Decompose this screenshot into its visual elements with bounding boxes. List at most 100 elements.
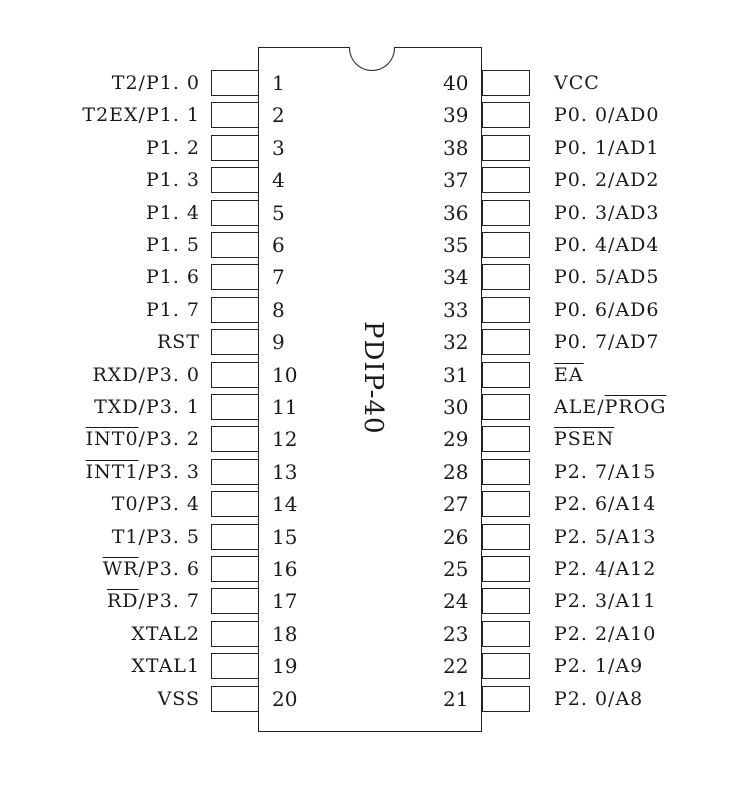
pin-36-lead xyxy=(482,200,530,226)
pin-39-number: 39 xyxy=(443,103,469,127)
pin-13-number: 13 xyxy=(272,460,298,484)
pin-6-label: P1. 5 xyxy=(145,234,200,256)
pin-33-lead xyxy=(482,297,530,323)
pin-38-label: P0. 1/AD1 xyxy=(554,137,660,159)
pin-23-lead xyxy=(482,621,530,647)
pin-14-lead xyxy=(211,491,259,517)
pin-29-number: 29 xyxy=(443,427,469,451)
pin-32-number: 32 xyxy=(443,330,469,354)
pin-6-number: 6 xyxy=(272,233,285,257)
pin-9-lead xyxy=(211,329,259,355)
pin-29-lead xyxy=(482,426,530,452)
pin-35-lead xyxy=(482,232,530,258)
pin-9-label: RST xyxy=(157,331,200,353)
pin-15-number: 15 xyxy=(272,525,298,549)
pin-2-lead xyxy=(211,102,259,128)
pin-9-number: 9 xyxy=(272,330,285,354)
pin-8-lead xyxy=(211,297,259,323)
pin-19-label: XTAL1 xyxy=(131,655,200,677)
pin-10-lead xyxy=(211,362,259,388)
pin-32-lead xyxy=(482,329,530,355)
pin-19-lead xyxy=(211,653,259,679)
pin-27-lead xyxy=(482,491,530,517)
pin-31-number: 31 xyxy=(443,363,469,387)
pin-34-number: 34 xyxy=(443,265,469,289)
pin-23-label: P2. 2/A10 xyxy=(554,623,657,645)
pin-37-number: 37 xyxy=(443,168,469,192)
pin-17-lead xyxy=(211,588,259,614)
pin-37-label: P0. 2/AD2 xyxy=(554,169,660,191)
pin-8-number: 8 xyxy=(272,298,285,322)
pin-18-number: 18 xyxy=(272,622,298,646)
pin-16-lead xyxy=(211,556,259,582)
pin-26-lead xyxy=(482,524,530,550)
pin-25-lead xyxy=(482,556,530,582)
pin-13-lead xyxy=(211,459,259,485)
pin-17-number: 17 xyxy=(272,589,298,613)
pin-21-label: P2. 0/A8 xyxy=(554,688,644,710)
pin-34-lead xyxy=(482,264,530,290)
pin-5-lead xyxy=(211,200,259,226)
pin-12-label: INT0/P3. 2 xyxy=(85,428,200,450)
pin-15-lead xyxy=(211,524,259,550)
pin-28-lead xyxy=(482,459,530,485)
pin-20-number: 20 xyxy=(272,687,298,711)
pin-21-number: 21 xyxy=(443,687,469,711)
pin-7-label: P1. 6 xyxy=(145,266,200,288)
pin-7-lead xyxy=(211,264,259,290)
pin-15-label: T1/P3. 5 xyxy=(111,526,200,548)
pin-40-label: VCC xyxy=(554,72,600,94)
pin-35-number: 35 xyxy=(443,233,469,257)
pin-11-number: 11 xyxy=(272,395,298,419)
pin-36-label: P0. 3/AD3 xyxy=(554,202,660,224)
package-label: PDIP-40 xyxy=(358,321,388,435)
pin-14-label: T0/P3. 4 xyxy=(111,493,200,515)
pin-10-number: 10 xyxy=(272,363,298,387)
pin-25-label: P2. 4/A12 xyxy=(554,558,657,580)
pin-27-label: P2. 6/A14 xyxy=(554,493,657,515)
pin-39-lead xyxy=(482,102,530,128)
pin-27-number: 27 xyxy=(443,492,469,516)
pin-12-number: 12 xyxy=(272,427,298,451)
pin-25-number: 25 xyxy=(443,557,469,581)
pin-18-label: XTAL2 xyxy=(131,623,200,645)
pin-17-label: RD/P3. 7 xyxy=(107,590,200,612)
pin-30-lead xyxy=(482,394,530,420)
pin-16-number: 16 xyxy=(272,557,298,581)
pin-34-label: P0. 5/AD5 xyxy=(554,266,660,288)
pin-16-label: WR/P3. 6 xyxy=(102,558,200,580)
pin-5-label: P1. 4 xyxy=(145,202,200,224)
pin-30-number: 30 xyxy=(443,395,469,419)
pin-18-lead xyxy=(211,621,259,647)
pin-4-lead xyxy=(211,167,259,193)
pin-20-label: VSS xyxy=(157,688,200,710)
pin-28-label: P2. 7/A15 xyxy=(554,461,657,483)
pin-2-number: 2 xyxy=(272,103,285,127)
pin-39-label: P0. 0/AD0 xyxy=(554,104,660,126)
pin-2-label: T2EX/P1. 1 xyxy=(82,104,200,126)
pin-37-lead xyxy=(482,167,530,193)
pin-20-lead xyxy=(211,686,259,712)
pin-23-number: 23 xyxy=(443,622,469,646)
pin-36-number: 36 xyxy=(443,201,469,225)
pin-22-number: 22 xyxy=(443,654,469,678)
pin-19-number: 19 xyxy=(272,654,298,678)
pin-33-label: P0. 6/AD6 xyxy=(554,299,660,321)
pin-11-label: TXD/P3. 1 xyxy=(94,396,200,418)
pin-26-label: P2. 5/A13 xyxy=(554,526,657,548)
pin-31-label: EA xyxy=(554,364,584,386)
pin-24-lead xyxy=(482,588,530,614)
pin-31-lead xyxy=(482,362,530,388)
pin-14-number: 14 xyxy=(272,492,298,516)
pin-1-number: 1 xyxy=(272,71,285,95)
pin-3-label: P1. 2 xyxy=(145,137,200,159)
pin-1-lead xyxy=(211,70,259,96)
pin-40-number: 40 xyxy=(443,71,469,95)
pin-3-number: 3 xyxy=(272,136,285,160)
pin-38-lead xyxy=(482,135,530,161)
pin-4-number: 4 xyxy=(272,168,285,192)
pin-11-lead xyxy=(211,394,259,420)
pin-40-lead xyxy=(482,70,530,96)
pin-38-number: 38 xyxy=(443,136,469,160)
pin-13-label: INT1/P3. 3 xyxy=(85,461,200,483)
